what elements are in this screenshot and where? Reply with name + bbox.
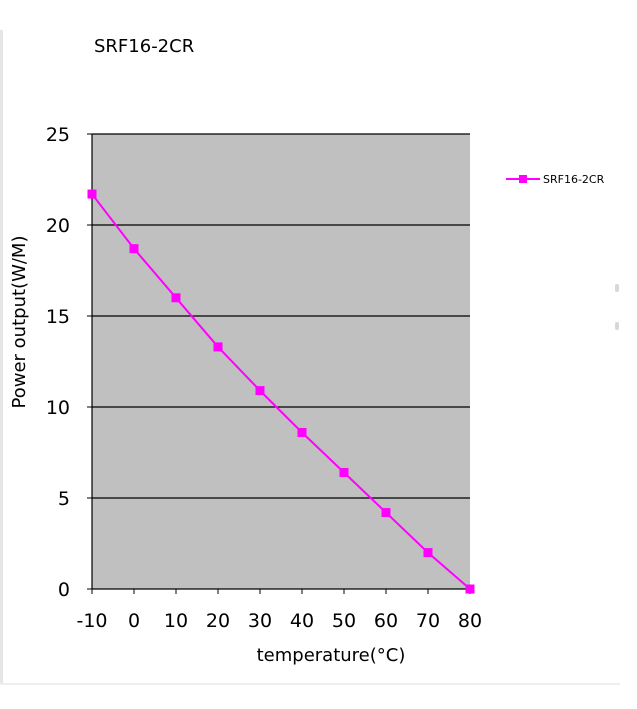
x-tick-label: 0: [128, 610, 140, 632]
x-tick-label: 50: [332, 610, 356, 632]
x-tick-label: 10: [164, 610, 188, 632]
data-point: [255, 386, 265, 396]
y-tick-label: 25: [46, 124, 70, 146]
y-axis-label: Power output(W/M): [9, 236, 30, 409]
y-tick-label: 0: [58, 579, 70, 601]
series-layer: [87, 189, 475, 594]
data-point: [339, 468, 349, 478]
bottom-border: [0, 683, 620, 685]
x-axis-label: temperature(°C): [257, 645, 406, 666]
legend: SRF16-2CR: [506, 173, 605, 186]
y-tick-label: 5: [58, 488, 70, 510]
data-point: [213, 342, 223, 352]
edge-mark: [615, 284, 619, 292]
series-line: [91, 193, 471, 590]
x-tick-label: 20: [206, 610, 230, 632]
legend-marker: [519, 175, 527, 183]
x-tick-label: 80: [458, 610, 482, 632]
left-border: [0, 30, 3, 685]
data-point: [171, 293, 181, 303]
data-point: [129, 244, 139, 254]
plot-area: [92, 134, 470, 589]
x-tick-label: -10: [76, 610, 107, 632]
x-tick-label: 60: [374, 610, 398, 632]
edge-mark: [615, 322, 619, 330]
y-tick-label: 15: [46, 306, 70, 328]
data-point: [465, 584, 475, 594]
data-point: [87, 189, 97, 199]
x-tick-label: 70: [416, 610, 440, 632]
x-tick-label: 40: [290, 610, 314, 632]
data-point: [423, 548, 433, 558]
legend-label: SRF16-2CR: [543, 173, 605, 186]
data-point: [381, 508, 391, 518]
grid-lines: [92, 133, 470, 499]
x-tick-labels: -10 0 10 20 30 40 50 60 70 80: [76, 610, 482, 632]
x-tick-label: 30: [248, 610, 272, 632]
y-tick-label: 10: [46, 397, 70, 419]
data-point: [297, 427, 307, 437]
y-tick-labels: 0 5 10 15 20 25: [46, 124, 70, 601]
y-tick-label: 20: [46, 215, 70, 237]
chart-title: SRF16-2CR: [94, 36, 194, 57]
